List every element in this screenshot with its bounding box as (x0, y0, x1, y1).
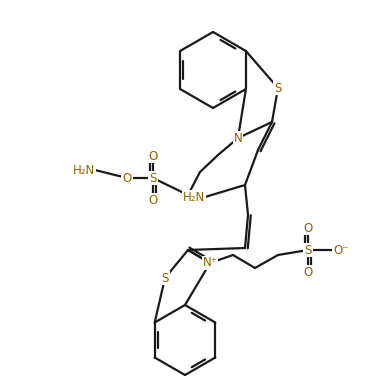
Text: O⁻: O⁻ (333, 243, 349, 256)
Text: O: O (303, 221, 313, 234)
Text: S: S (161, 272, 169, 285)
Text: S: S (149, 172, 157, 185)
Text: N: N (234, 131, 242, 145)
Text: H₂N: H₂N (73, 163, 95, 176)
Text: O: O (303, 265, 313, 278)
Text: O: O (148, 194, 157, 207)
Text: O: O (122, 172, 132, 185)
Text: S: S (274, 82, 282, 94)
Text: H₂N: H₂N (183, 191, 205, 203)
Text: N⁺: N⁺ (203, 256, 217, 270)
Text: S: S (304, 243, 312, 256)
Text: O: O (148, 149, 157, 163)
